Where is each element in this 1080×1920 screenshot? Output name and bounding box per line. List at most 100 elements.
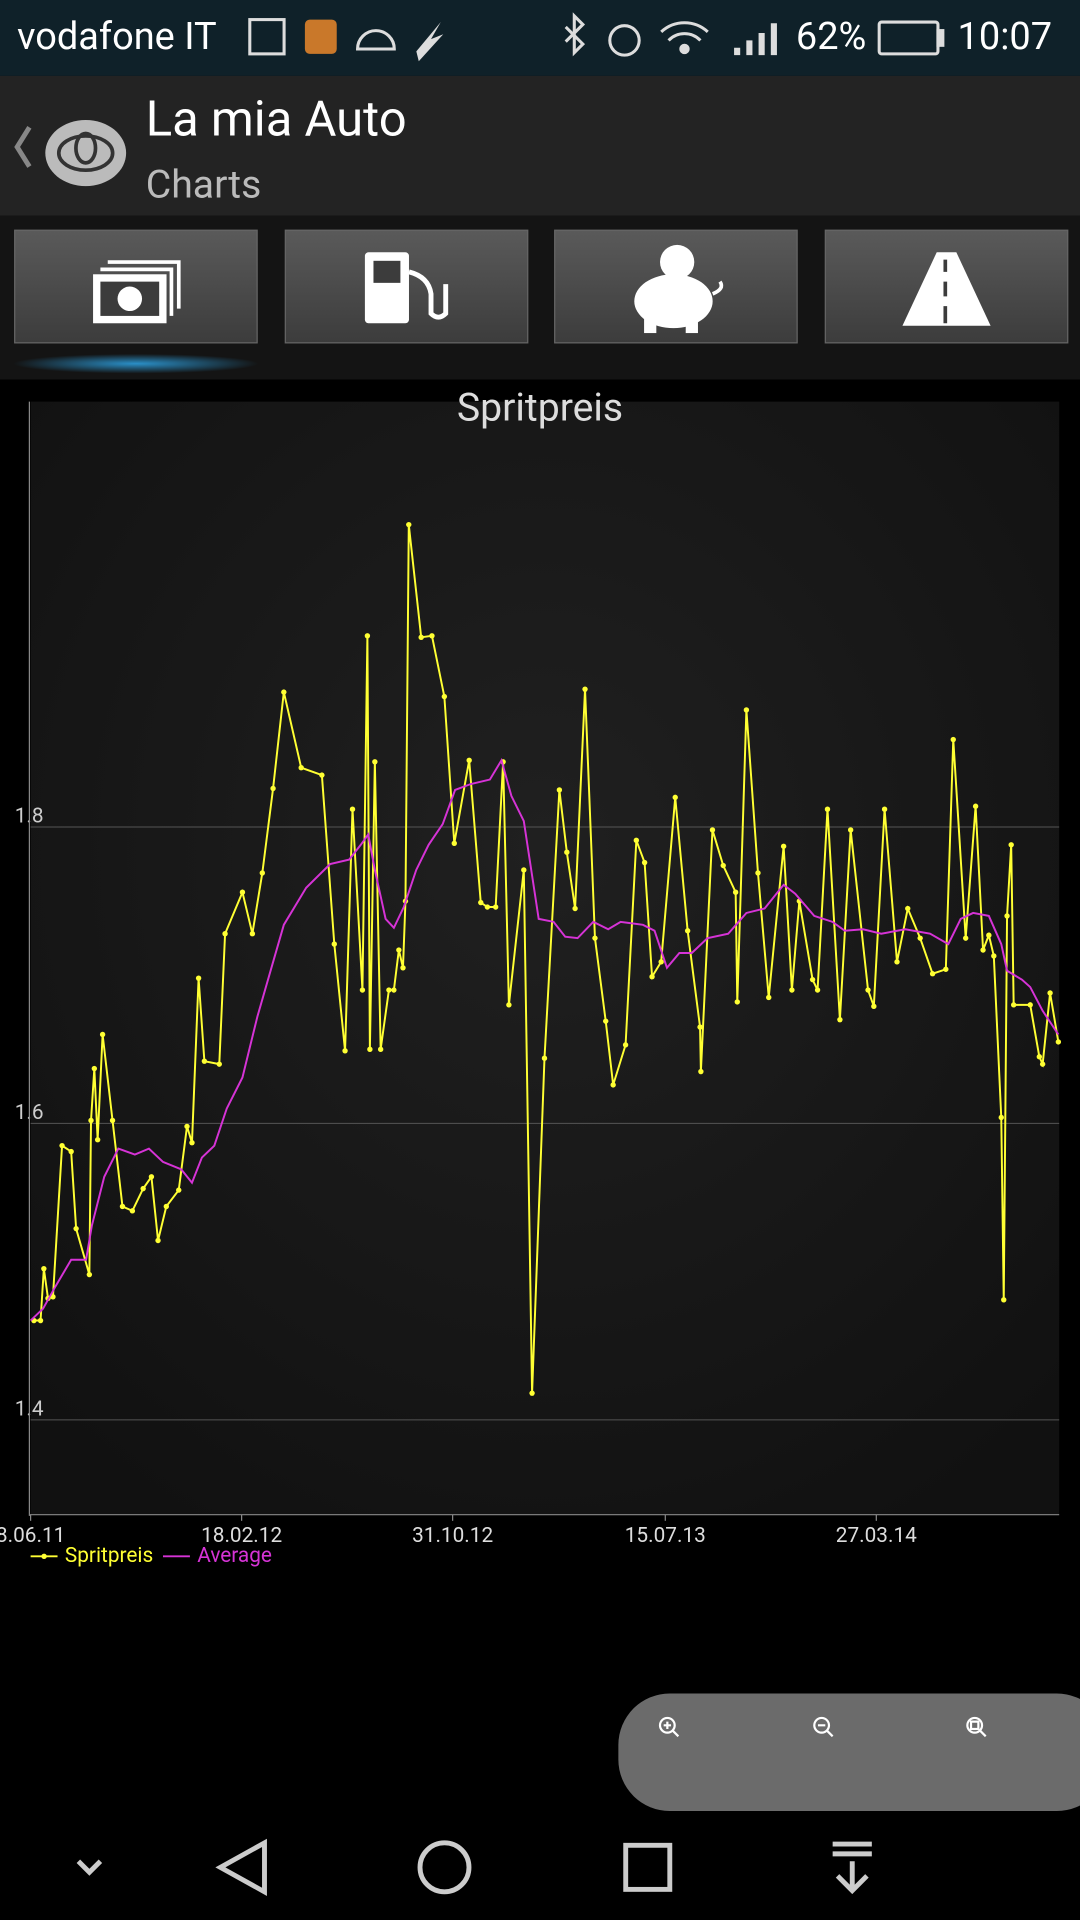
data-point <box>506 1002 512 1008</box>
back-button[interactable] <box>14 120 127 187</box>
data-point <box>1036 1054 1043 1060</box>
x-tick-label: 27.03.14 <box>836 1524 917 1548</box>
data-point <box>109 1117 116 1124</box>
data-point <box>88 1117 94 1124</box>
data-point <box>917 935 923 941</box>
data-point <box>698 1068 704 1075</box>
data-point <box>734 999 740 1005</box>
data-point <box>684 928 691 934</box>
data-point <box>610 1082 616 1088</box>
data-point <box>377 1046 384 1053</box>
app-title: La mia Auto <box>146 90 407 147</box>
nav-recents[interactable] <box>623 1842 673 1892</box>
data-point <box>622 1042 629 1048</box>
data-point <box>732 889 739 895</box>
legend-marker <box>41 1553 47 1560</box>
data-point <box>943 966 949 972</box>
data-point <box>1004 913 1010 919</box>
data-point <box>466 757 472 763</box>
data-point <box>176 1187 182 1193</box>
data-point <box>129 1208 136 1214</box>
data-point <box>556 787 563 793</box>
data-point <box>418 634 424 640</box>
app-bar <box>0 75 1080 216</box>
tab-distance[interactable] <box>824 229 1069 344</box>
app-subtitle: Charts <box>146 162 262 208</box>
x-tick-label: 18.02.12 <box>201 1524 282 1548</box>
tab-costs[interactable] <box>14 229 258 344</box>
data-point <box>564 849 570 855</box>
data-point <box>649 973 655 980</box>
data-point <box>441 693 448 700</box>
data-point <box>766 994 772 1001</box>
data-point <box>86 1271 93 1278</box>
data-point <box>429 633 435 639</box>
data-point <box>789 987 795 993</box>
nav-bar <box>0 1812 1080 1920</box>
data-point <box>331 941 337 947</box>
data-point <box>529 1390 535 1396</box>
data-point <box>962 935 969 941</box>
data-point <box>478 899 484 906</box>
zoom-out-button[interactable] <box>813 1716 834 1738</box>
data-point <box>364 633 371 639</box>
data-point <box>641 859 648 866</box>
data-point <box>367 1046 373 1053</box>
data-point <box>633 837 640 844</box>
tab-savings[interactable] <box>554 229 798 344</box>
data-point <box>298 765 304 771</box>
data-point <box>50 1294 56 1300</box>
data-point <box>582 686 588 692</box>
x-tick-label: 8.06.11 <box>0 1524 65 1548</box>
data-point <box>91 1065 98 1072</box>
nav-back[interactable] <box>215 1838 267 1896</box>
data-point <box>239 889 246 895</box>
battery-level: 62% <box>796 15 866 59</box>
data-point <box>991 953 997 959</box>
data-point <box>492 904 499 910</box>
carrier: vodafone IT <box>17 15 217 59</box>
data-point <box>592 935 598 941</box>
data-point <box>406 521 412 528</box>
data-point <box>94 1137 101 1143</box>
tab-fuel[interactable] <box>284 229 529 344</box>
data-point <box>372 759 378 765</box>
data-point <box>359 987 366 993</box>
data-point <box>521 867 527 873</box>
data-point <box>451 840 457 846</box>
data-point <box>894 959 900 965</box>
data-point <box>140 1185 146 1192</box>
plot: 1.41.61.88.06.11 18.02.12 31.10.12 15.07.13… <box>0 521 1062 1568</box>
data-point <box>929 971 936 977</box>
data-point <box>814 987 821 993</box>
data-point <box>871 1003 877 1010</box>
data-point <box>905 905 911 912</box>
data-point <box>603 1018 609 1024</box>
zoom-in-button[interactable] <box>658 1716 680 1738</box>
nav-hide[interactable] <box>76 1859 103 1876</box>
series-line <box>29 757 1060 1322</box>
data-point <box>119 1203 126 1210</box>
data-point <box>847 827 854 833</box>
nav-notifications[interactable] <box>832 1841 872 1895</box>
nav-home[interactable] <box>417 1840 472 1895</box>
x-tick-label: 15.07.13 <box>625 1524 706 1548</box>
data-point <box>68 1148 74 1155</box>
data-point <box>148 1174 155 1180</box>
data-point <box>41 1265 47 1272</box>
data-point <box>980 947 986 953</box>
chart-title: Spritpreis <box>457 385 623 431</box>
plot-area <box>30 401 1060 1515</box>
data-point <box>396 947 402 953</box>
data-point <box>189 1139 195 1146</box>
zoom-reset-button[interactable] <box>966 1716 987 1738</box>
status-bar <box>0 0 1080 76</box>
data-point <box>99 1031 106 1038</box>
legend-label: Average <box>197 1544 272 1568</box>
series-line <box>33 524 1060 1394</box>
data-point <box>572 905 578 912</box>
data-point <box>249 931 256 937</box>
data-point <box>1039 1061 1046 1067</box>
